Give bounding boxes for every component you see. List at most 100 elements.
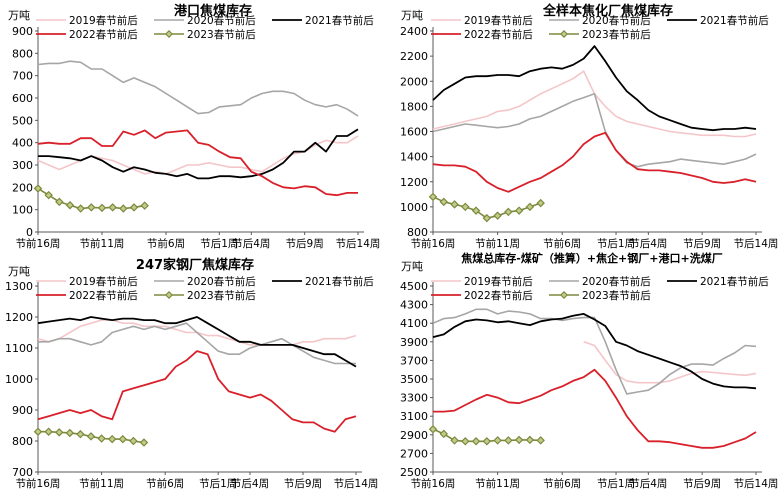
x-tick-label: 节前11周	[80, 237, 125, 250]
series-2023-point	[514, 435, 524, 445]
x-tick-label: 节后9周	[284, 478, 322, 490]
y-tick-label: 700	[12, 466, 33, 479]
series-2023-point	[525, 435, 535, 445]
series-2023-point	[439, 429, 449, 439]
series-2023-point	[44, 427, 53, 436]
series-line-2021	[37, 316, 357, 368]
legend-label-2020: 2020春节前后	[187, 275, 256, 288]
series-2023-point	[140, 201, 149, 210]
series-line-2020	[37, 60, 359, 117]
series-2023-point	[76, 429, 85, 439]
series-line-2020	[38, 322, 356, 365]
series-2023-point	[129, 436, 138, 446]
y-tick-label: 3500	[400, 373, 428, 386]
series-2023-point	[76, 204, 85, 213]
y-tick-label: 3300	[400, 392, 428, 405]
x-tick-label: 节后4周	[629, 478, 667, 490]
x-tick-label: 节后4周	[629, 238, 667, 250]
legend-label-2021: 2021春节前后	[305, 275, 374, 288]
y-tick-label: 4100	[400, 317, 428, 330]
y-tick-label: 3100	[400, 410, 428, 423]
y-tick-label: 1000	[5, 373, 33, 386]
y-tick-label: 800	[12, 47, 33, 60]
x-tick-label: 节后14周	[734, 238, 779, 250]
x-tick-label: 节后4周	[232, 238, 270, 250]
legend-label-2019: 2019春节前后	[69, 275, 138, 288]
series-2023-point	[504, 207, 513, 217]
series-2023-point	[536, 436, 545, 445]
series-2023-point	[107, 434, 117, 444]
series-line-2022	[37, 350, 357, 433]
legend-marker-2023	[560, 291, 568, 299]
series-2023-point	[439, 197, 449, 207]
series-line-2019	[583, 341, 757, 384]
y-tick-label: 600	[12, 92, 33, 105]
x-tick-label: 节前6周	[147, 237, 185, 250]
y-unit-label: 万吨	[401, 260, 423, 273]
series-line-2020	[432, 308, 757, 395]
chart-title: 港口焦煤库存	[174, 3, 252, 19]
y-tick-label: 400	[12, 137, 33, 150]
y-tick-label: 200	[12, 181, 33, 194]
series-2023-point	[86, 432, 96, 441]
y-tick-label: 1100	[5, 342, 33, 355]
series-2023-point	[33, 184, 43, 193]
series-line-2019	[432, 70, 757, 138]
y-tick-label: 1200	[400, 176, 428, 189]
legend-label-2020: 2020春节前后	[582, 14, 651, 27]
y-tick-label: 300	[12, 159, 33, 172]
legend-label-2023: 2023春节前后	[187, 28, 256, 41]
legend-label-2022: 2022春节前后	[464, 289, 533, 302]
x-tick-label: 节前6周	[146, 477, 184, 490]
series-2023-point	[536, 198, 545, 208]
x-tick-label: 节前11周	[475, 237, 520, 250]
legend-label-2022: 2022春节前后	[69, 289, 138, 302]
y-tick-label: 100	[12, 204, 33, 217]
legend-marker-2023	[165, 291, 173, 299]
y-tick-label: 0	[26, 226, 33, 239]
x-tick-label: 节后14周	[734, 478, 779, 490]
series-2023-point	[461, 202, 470, 212]
x-tick-label: 节前16周	[16, 237, 61, 250]
series-line-2021	[432, 45, 757, 132]
series-2023-point	[119, 204, 128, 213]
y-tick-label: 500	[12, 114, 33, 127]
x-tick-label: 节后1周	[597, 238, 635, 250]
legend-marker-2023	[165, 30, 173, 38]
series-2023-point	[65, 200, 75, 210]
series-2023-point	[471, 437, 481, 446]
legend-label-2019: 2019春节前后	[69, 14, 138, 27]
legend-label-2023: 2023春节前后	[187, 289, 256, 302]
legend-label-2021: 2021春节前后	[700, 14, 769, 27]
series-2023-point	[54, 428, 64, 437]
x-tick-label: 节前16周	[411, 477, 456, 490]
legend-label-2021: 2021春节前后	[700, 275, 769, 288]
series-2023-point	[428, 192, 438, 202]
y-unit-label: 万吨	[401, 9, 423, 22]
series-2023-point	[55, 197, 64, 207]
x-tick-label: 节前6周	[543, 477, 581, 490]
series-line-2022	[433, 368, 757, 449]
y-unit-label: 万吨	[8, 265, 30, 278]
y-tick-label: 1600	[400, 126, 428, 139]
series-line-2022	[432, 131, 757, 193]
series-2023-point	[139, 438, 149, 447]
legend-label-2021: 2021春节前后	[305, 14, 374, 27]
series-2023-point	[118, 434, 128, 444]
legend-label-2020: 2020春节前后	[187, 14, 256, 27]
series-2023-point	[493, 211, 502, 220]
y-tick-label: 900	[12, 25, 33, 38]
x-tick-label: 节前11周	[79, 477, 124, 490]
x-tick-label: 节后4周	[231, 478, 269, 490]
y-tick-label: 1400	[400, 151, 428, 164]
x-tick-label: 节后1周	[200, 238, 238, 250]
x-tick-label: 节后9周	[683, 478, 721, 490]
x-tick-label: 节后1周	[199, 478, 237, 490]
legend-label-2023: 2023春节前后	[582, 289, 651, 302]
y-tick-label: 3700	[400, 354, 428, 367]
y-tick-label: 2900	[400, 429, 428, 442]
y-tick-label: 1800	[400, 100, 428, 113]
series-2023-point	[450, 200, 459, 209]
